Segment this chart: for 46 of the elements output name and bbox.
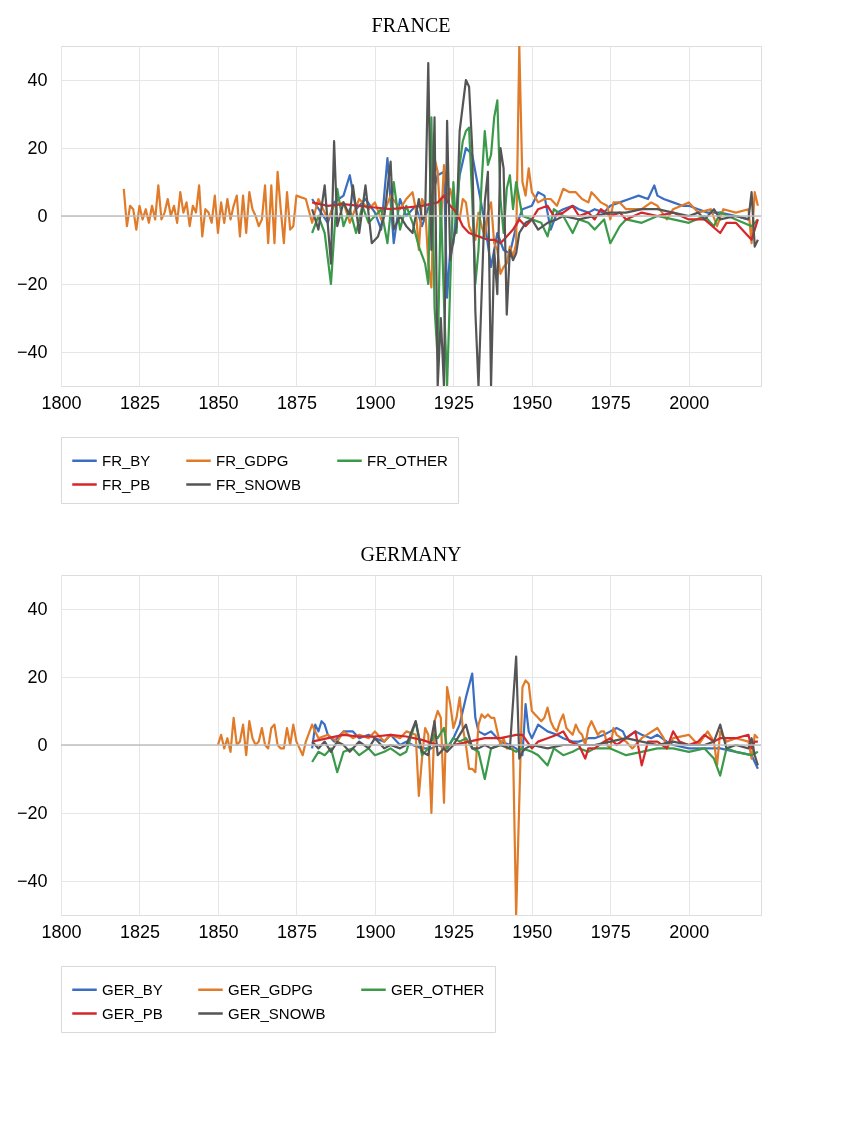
x-tick-label: 1850 — [198, 392, 239, 413]
y-tick-label: 0 — [37, 205, 48, 226]
chart-title: GERMANY — [360, 543, 462, 565]
line-series — [311, 194, 759, 245]
x-tick-label: 1950 — [512, 921, 553, 942]
legend-label: GER_PB — [102, 1004, 163, 1022]
x-tick-label: 1975 — [590, 392, 631, 413]
legend-label: GER_OTHER — [391, 980, 485, 998]
y-tick-label: 0 — [37, 734, 48, 755]
legend-label: FR_OTHER — [367, 451, 448, 469]
legend-label: FR_PB — [102, 475, 151, 493]
x-tick-label: 1825 — [119, 921, 160, 942]
x-tick-label: 1925 — [433, 921, 474, 942]
x-tick-label: 1875 — [276, 921, 317, 942]
x-tick-label: 1800 — [41, 921, 82, 942]
x-tick-label: 1950 — [512, 392, 553, 413]
x-tick-label: 2000 — [669, 921, 710, 942]
y-tick-label: −20 — [16, 802, 48, 823]
legend-label: FR_BY — [102, 451, 151, 469]
x-tick-label: 1900 — [355, 921, 396, 942]
legend-label: GER_BY — [102, 980, 163, 998]
line-series — [122, 46, 759, 289]
x-tick-label: 1800 — [41, 392, 82, 413]
y-tick-label: −40 — [16, 341, 48, 362]
y-tick-label: −20 — [16, 273, 48, 294]
legend-label: GER_SNOWB — [228, 1004, 326, 1022]
line-series — [311, 655, 759, 767]
x-tick-label: 1925 — [433, 392, 474, 413]
y-tick-label: 20 — [27, 137, 48, 158]
x-tick-label: 1825 — [119, 392, 160, 413]
legend-label: GER_GDPG — [228, 980, 314, 998]
x-tick-label: 1975 — [590, 921, 631, 942]
x-tick-label: 1875 — [276, 392, 317, 413]
legend-label: FR_GDPG — [216, 451, 289, 469]
legend-label: FR_SNOWB — [216, 475, 302, 493]
line-series — [216, 679, 759, 915]
line-series — [311, 672, 759, 770]
line-series — [311, 730, 759, 767]
chart-title: FRANCE — [371, 14, 451, 36]
y-tick-label: −40 — [16, 870, 48, 891]
y-tick-label: 40 — [27, 69, 48, 90]
x-tick-label: 1850 — [198, 921, 239, 942]
y-tick-label: 20 — [27, 666, 48, 687]
x-tick-label: 1900 — [355, 392, 396, 413]
y-tick-label: 40 — [27, 598, 48, 619]
x-tick-label: 2000 — [669, 392, 710, 413]
